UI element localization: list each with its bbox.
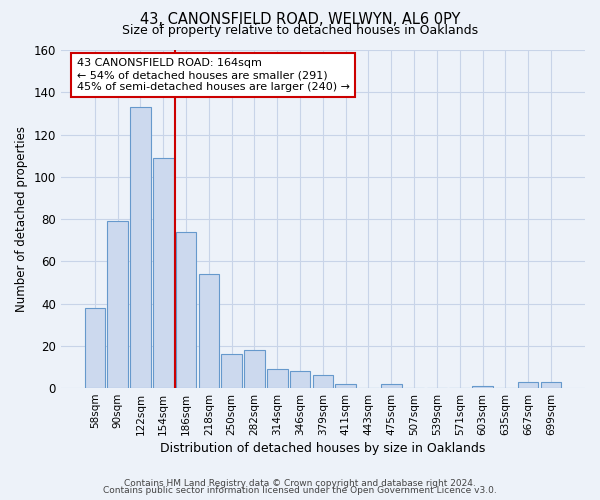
Bar	[335, 384, 356, 388]
Bar	[381, 384, 401, 388]
Bar	[107, 221, 128, 388]
Text: Contains public sector information licensed under the Open Government Licence v3: Contains public sector information licen…	[103, 486, 497, 495]
Bar	[176, 232, 196, 388]
Text: Contains HM Land Registry data © Crown copyright and database right 2024.: Contains HM Land Registry data © Crown c…	[124, 478, 476, 488]
Text: 43, CANONSFIELD ROAD, WELWYN, AL6 0PY: 43, CANONSFIELD ROAD, WELWYN, AL6 0PY	[140, 12, 460, 28]
Bar	[244, 350, 265, 388]
Bar	[199, 274, 219, 388]
Text: 43 CANONSFIELD ROAD: 164sqm
← 54% of detached houses are smaller (291)
45% of se: 43 CANONSFIELD ROAD: 164sqm ← 54% of det…	[77, 58, 350, 92]
Y-axis label: Number of detached properties: Number of detached properties	[15, 126, 28, 312]
Bar	[290, 371, 310, 388]
Bar	[130, 107, 151, 388]
X-axis label: Distribution of detached houses by size in Oaklands: Distribution of detached houses by size …	[160, 442, 485, 455]
Bar	[313, 376, 333, 388]
Bar	[541, 382, 561, 388]
Bar	[221, 354, 242, 388]
Bar	[267, 369, 287, 388]
Bar	[472, 386, 493, 388]
Bar	[85, 308, 105, 388]
Text: Size of property relative to detached houses in Oaklands: Size of property relative to detached ho…	[122, 24, 478, 37]
Bar	[153, 158, 173, 388]
Bar	[518, 382, 538, 388]
